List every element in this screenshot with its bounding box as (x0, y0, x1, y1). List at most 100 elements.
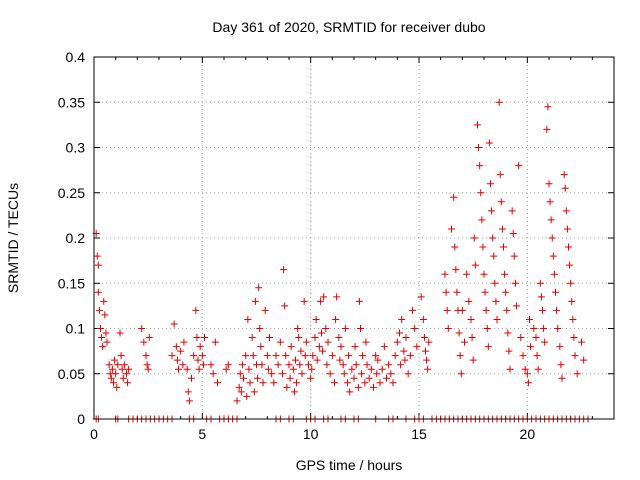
data-point (201, 334, 208, 342)
data-point (302, 338, 310, 346)
data-point (258, 361, 266, 369)
data-point (305, 361, 312, 369)
data-point (423, 356, 431, 364)
data-point (563, 225, 571, 233)
data-point (264, 365, 272, 373)
data-point (506, 365, 514, 373)
y-tick-label: 0.4 (66, 49, 86, 65)
data-point (331, 379, 338, 387)
data-point (404, 370, 412, 378)
data-point (484, 343, 492, 351)
data-point (296, 361, 304, 369)
data-point (332, 315, 340, 323)
data-point (465, 297, 473, 305)
data-point (515, 162, 523, 170)
data-point (533, 352, 541, 360)
data-point (470, 234, 478, 242)
data-point (549, 252, 557, 260)
data-point (198, 352, 206, 360)
data-point (513, 302, 520, 310)
data-point (537, 293, 545, 301)
data-point (193, 334, 201, 342)
data-point (341, 325, 349, 332)
data-point (95, 306, 103, 314)
data-point (307, 374, 315, 382)
data-point (245, 365, 253, 373)
data-point (413, 343, 421, 351)
data-point (401, 356, 409, 364)
data-point (222, 365, 230, 373)
data-point (411, 325, 419, 332)
data-point (391, 352, 399, 360)
y-tick-label: 0 (77, 411, 85, 427)
data-point (566, 261, 574, 269)
data-point (510, 252, 518, 260)
data-point (370, 383, 377, 391)
data-point (281, 302, 289, 310)
data-point (345, 352, 353, 360)
data-point (560, 171, 568, 179)
data-point (543, 125, 551, 133)
data-point (557, 361, 565, 369)
data-point (313, 356, 321, 364)
data-point (315, 343, 323, 351)
data-point (312, 315, 320, 323)
data-point (482, 306, 490, 314)
data-point (545, 180, 553, 188)
data-point (570, 334, 578, 342)
data-point (501, 270, 509, 278)
data-point (251, 297, 259, 305)
data-point (185, 397, 193, 405)
data-point (94, 261, 102, 269)
data-point (93, 252, 101, 260)
data-point (190, 352, 198, 360)
data-point (145, 334, 153, 342)
grid-lines (94, 57, 614, 419)
data-point (393, 338, 401, 346)
data-point (397, 361, 405, 369)
data-point (179, 361, 187, 369)
data-point (536, 279, 544, 287)
tick-labels: 0 5 10 15 20 0 0.05 0.1 0.15 0.2 0.25 0.3 0.35 0.4 (58, 49, 536, 442)
data-point (517, 334, 525, 342)
data-point (444, 325, 452, 332)
data-point (328, 352, 336, 360)
data-point (468, 334, 476, 342)
data-point (477, 189, 485, 197)
data-point (571, 352, 579, 360)
data-point (142, 352, 150, 360)
data-point (243, 392, 251, 400)
data-point (112, 370, 120, 378)
data-point (110, 379, 117, 387)
x-tick-label: 0 (90, 426, 98, 442)
data-point (483, 325, 491, 332)
data-point (540, 325, 548, 332)
data-point (123, 370, 130, 378)
data-point (107, 374, 115, 382)
data-point (367, 365, 375, 373)
data-point (565, 243, 572, 251)
data-point (569, 315, 577, 323)
data-point (457, 370, 465, 378)
data-point (335, 334, 343, 342)
data-point (450, 193, 458, 201)
data-point (108, 365, 116, 373)
data-point (425, 338, 433, 346)
data-point (509, 229, 517, 237)
data-point (117, 352, 125, 360)
data-point (498, 225, 506, 233)
data-point (355, 297, 363, 305)
data-point (357, 325, 364, 332)
data-point (333, 293, 341, 301)
data-point (455, 329, 463, 337)
data-point (556, 343, 564, 351)
data-point (103, 338, 111, 346)
data-point (496, 171, 504, 179)
data-point (235, 383, 243, 391)
data-point (479, 243, 487, 251)
x-tick-label: 10 (303, 426, 319, 442)
data-point (99, 343, 107, 351)
data-point (441, 270, 449, 278)
data-point (242, 352, 250, 360)
data-point (490, 252, 498, 260)
